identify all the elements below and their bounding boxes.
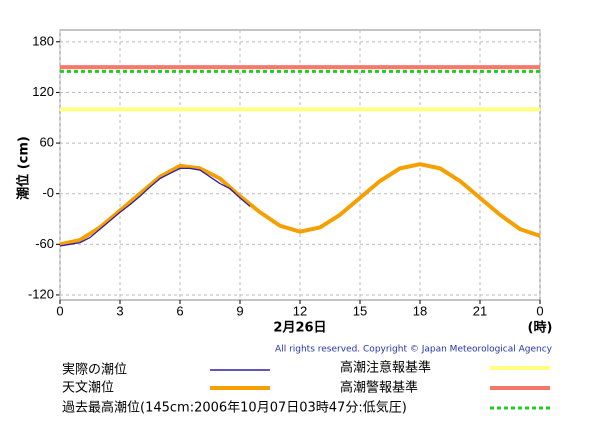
legend-label: 実際の潮位 <box>62 362 127 378</box>
data-line <box>59 167 251 247</box>
legend-label: 天文潮位 <box>62 381 114 396</box>
x-axis-label: 2月26日 <box>273 321 326 336</box>
data-line <box>59 162 541 247</box>
y-tick-label: -0 <box>42 185 54 200</box>
y-tick-label: 120 <box>32 84 54 99</box>
y-tick-label: -60 <box>35 236 54 251</box>
x-tick-label: 9 <box>236 303 243 318</box>
legend-label: 高潮注意報基準 <box>340 360 431 376</box>
y-axis-label: 潮位 (cm) <box>16 136 32 200</box>
legend-label: 高潮警報基準 <box>340 380 418 396</box>
x-axis-unit: (時) <box>528 320 553 336</box>
x-tick-label: 21 <box>473 303 487 318</box>
y-tick-label: 180 <box>32 33 54 48</box>
x-tick-label: 0 <box>536 303 543 318</box>
y-tick-label: 60 <box>40 135 54 150</box>
x-tick-label: 0 <box>56 303 63 318</box>
x-tick-label: 12 <box>293 303 307 318</box>
legend-label: 過去最高潮位(145cm:2006年10月07日03時47分:低気圧) <box>62 400 407 416</box>
x-tick-label: 6 <box>176 303 183 318</box>
x-tick-label: 18 <box>413 303 427 318</box>
copyright: All rights reserved. Copyright © Japan M… <box>275 345 553 355</box>
x-tick-label: 3 <box>116 303 123 318</box>
y-tick-label: -120 <box>28 286 54 301</box>
x-tick-label: 15 <box>353 303 367 318</box>
